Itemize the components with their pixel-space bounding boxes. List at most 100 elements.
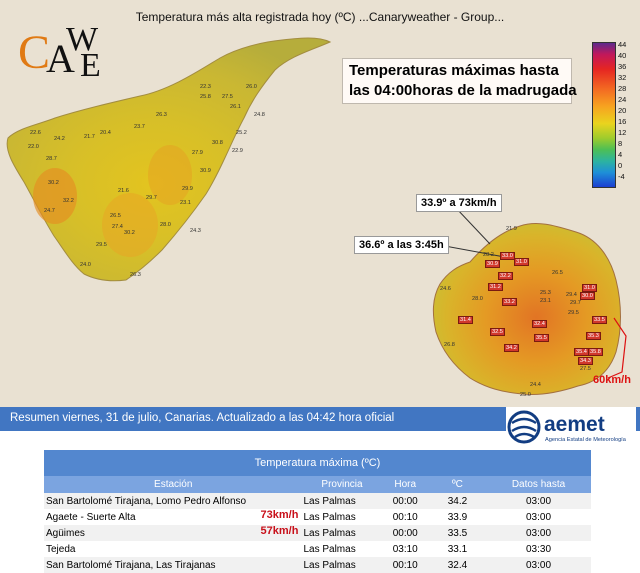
- legend-tick: 16: [618, 117, 627, 126]
- header-temp: ºC: [428, 476, 486, 493]
- table-row: San Bartolomé Tirajana, Lomo Pedro Alfon…: [44, 493, 591, 509]
- station-value: 21.7: [84, 134, 95, 140]
- info-bar-text: Resumen viernes, 31 de julio, Canarias. …: [10, 412, 395, 424]
- table-row: Tejeda Las Palmas 03:10 33.1 03:30: [44, 541, 591, 557]
- agaete-callout: 33.9º a 73km/h: [416, 194, 502, 212]
- station-value: 27.4: [112, 224, 123, 230]
- hour-cell: 00:10: [381, 557, 429, 573]
- title-box: Temperaturas máximas hasta las 04:00hora…: [342, 58, 577, 104]
- legend-tick: 4: [618, 150, 623, 159]
- station-value: 32.5: [490, 328, 505, 336]
- station-value: 24.0: [80, 262, 91, 268]
- legend-tick: 0: [618, 161, 623, 170]
- station-value: 22.0: [28, 144, 39, 150]
- station-value: 26.0: [246, 84, 257, 90]
- station-value: 31.4: [458, 316, 473, 324]
- station-value: 32.4: [532, 320, 547, 328]
- province-cell: Las Palmas: [303, 543, 356, 555]
- islands-svg: [6, 37, 627, 395]
- station-value: 28.0: [160, 222, 171, 228]
- hour-cell: 00:00: [381, 525, 429, 541]
- canaryweather-logo: C A W E: [18, 21, 101, 80]
- station-value: 22.9: [232, 148, 243, 154]
- station-value: 32.2: [498, 272, 513, 280]
- hour-cell: 00:00: [381, 493, 429, 509]
- station-value: 24.4: [530, 382, 541, 388]
- until-cell: 03:00: [525, 511, 552, 523]
- temp-cell: 33.1: [447, 543, 468, 555]
- station-value: 35.4: [574, 348, 589, 356]
- station-value: 24.7: [44, 208, 55, 214]
- temp-cell: 32.4: [428, 557, 486, 573]
- station-value: 22.6: [30, 130, 41, 136]
- station-value: 30.9: [485, 260, 500, 268]
- station-value: 24.3: [190, 228, 201, 234]
- station-value: 26.5: [552, 270, 563, 276]
- table-caption: Temperatura máxima (ºC): [44, 450, 591, 476]
- legend-tick: 40: [618, 51, 627, 60]
- aemet-subtitle: Agencia Estatal de Meteorología: [545, 437, 627, 443]
- table-row: Agüimes 57km/h Las Palmas 00:00 33.5 03:0…: [44, 525, 591, 541]
- until-cell: 03:00: [486, 557, 591, 573]
- station-value: 29.5: [568, 310, 579, 316]
- header-station: Estación: [44, 476, 303, 493]
- header-province: Provincia: [302, 476, 382, 493]
- station-value: 25.3: [540, 290, 551, 296]
- station-link[interactable]: Agaete - Suerte Alta 73km/h: [46, 509, 299, 523]
- max-temperature-table: Temperatura máxima (ºC) Estación Provinc…: [44, 450, 591, 573]
- station-value: 26.5: [110, 213, 121, 219]
- station-value: 23.7: [134, 124, 145, 130]
- title-line-2: las 04:00horas de la madrugada: [349, 82, 577, 99]
- station-value: 26.3: [130, 272, 141, 278]
- station-value: 28.7: [46, 156, 57, 162]
- station-value: 30.0: [580, 292, 595, 300]
- station-value: 33.5: [592, 316, 607, 324]
- station-value: 35.5: [534, 334, 549, 342]
- station-value: 30.9: [200, 168, 211, 174]
- station-value: 27.5: [580, 366, 591, 372]
- station-value: 25.0: [520, 392, 531, 398]
- svg-text:W: W: [66, 21, 99, 58]
- station-link[interactable]: San Bartolomé Tirajana, Las Tirajanas: [44, 557, 303, 573]
- station-value: 34.3: [578, 357, 593, 365]
- station-value: 30.8: [212, 140, 223, 146]
- province-cell: Las Palmas: [303, 511, 356, 523]
- station-value: 29.4: [566, 292, 577, 298]
- station-value: 29.7: [570, 300, 581, 306]
- station-value: 29.5: [96, 242, 107, 248]
- legend-tick: 24: [618, 95, 627, 104]
- station-value: 26.3: [156, 112, 167, 118]
- station-value: 24.2: [54, 136, 65, 142]
- station-link[interactable]: San Bartolomé Tirajana, Lomo Pedro Alfon…: [44, 493, 303, 509]
- until-cell: 03:30: [525, 543, 552, 555]
- temperature-map: Temperatura más alta registrada hoy (ºC)…: [0, 0, 640, 407]
- legend-tick: 20: [618, 106, 627, 115]
- svg-text:C: C: [18, 26, 50, 79]
- station-value: 30.2: [124, 230, 135, 236]
- temp-cell: 33.5: [428, 525, 486, 541]
- station-link[interactable]: Tejeda: [46, 543, 76, 555]
- station-value: 32.2: [63, 198, 74, 204]
- header-until: Datos hasta: [486, 476, 591, 493]
- grancanaria-island: [432, 223, 621, 395]
- station-value: 27.5: [222, 94, 233, 100]
- aemet-logo: aemet Agencia Estatal de Meteorología: [506, 407, 636, 445]
- station-value: 23.1: [180, 200, 191, 206]
- wind-label-se: 60km/h: [593, 374, 631, 386]
- legend-tick: 44: [618, 40, 627, 49]
- station-value: 31.2: [488, 283, 503, 291]
- station-value: 27.9: [192, 150, 203, 156]
- header-hour: Hora: [381, 476, 429, 493]
- station-value: 26.8: [444, 342, 455, 348]
- aguimes-callout: 36.6º a las 3:45h: [354, 236, 449, 254]
- station-value: 29.7: [146, 195, 157, 201]
- station-value: 25.8: [200, 94, 211, 100]
- table-row: Agaete - Suerte Alta 73km/h Las Palmas 00…: [44, 509, 591, 525]
- legend-color-bar: [592, 42, 616, 188]
- station-link[interactable]: Agüimes 57km/h: [44, 525, 303, 541]
- aemet-globe-icon: [507, 410, 541, 444]
- station-value: 26.1: [230, 104, 241, 110]
- legend-tick: 12: [618, 128, 627, 137]
- station-value: 24.8: [254, 112, 265, 118]
- title-line-1: Temperaturas máximas hasta: [349, 62, 559, 79]
